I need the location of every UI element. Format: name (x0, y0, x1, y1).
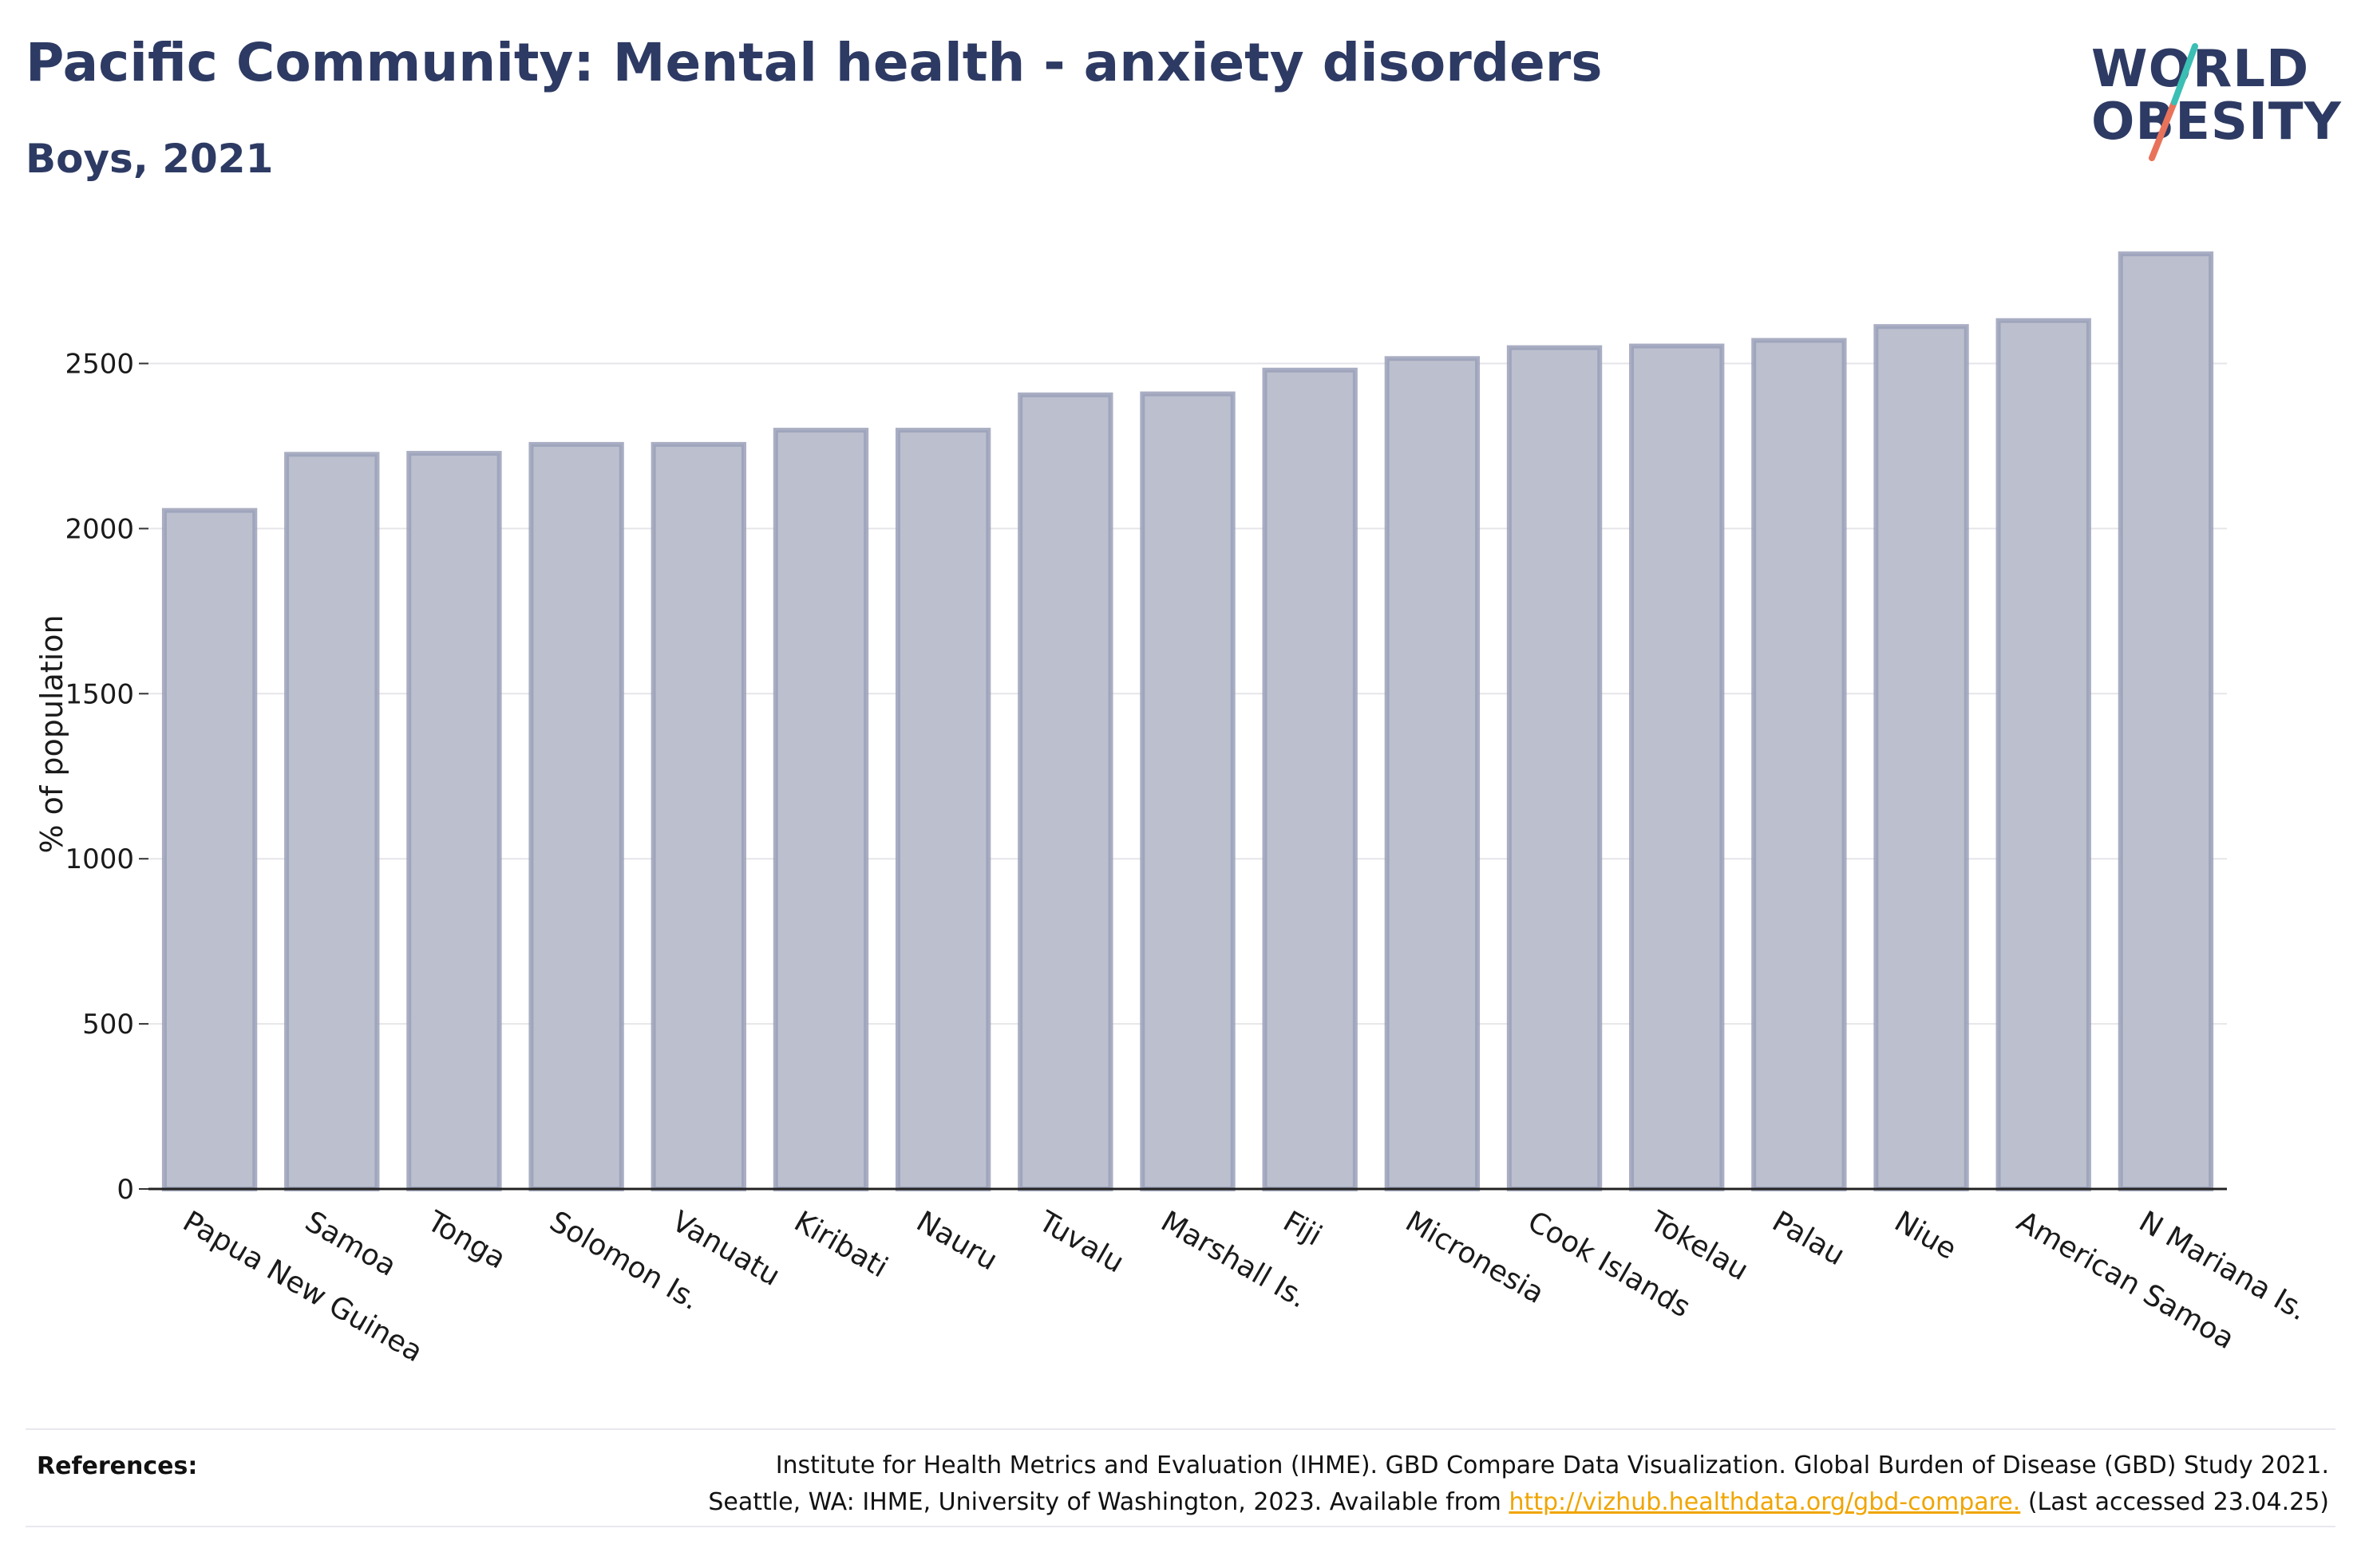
y-tick-label: 500 (82, 1009, 134, 1041)
page-title: Pacific Community: Mental health - anxie… (26, 32, 1603, 93)
bar (1995, 318, 2091, 1192)
x-tick-label: Niue (1889, 1205, 1962, 1266)
footer-divider-top (26, 1428, 2335, 1430)
reference-line-2-prefix: Seattle, WA: IHME, University of Washing… (708, 1488, 1509, 1516)
x-tick-label: Samoa (299, 1205, 401, 1283)
references-label: References: (37, 1452, 198, 1480)
x-tick-label: American Samoa (2011, 1205, 2240, 1356)
bar (1262, 367, 1358, 1191)
logo-slash-icon (2149, 43, 2198, 161)
bar (2118, 251, 2214, 1191)
y-tick-label: 2000 (65, 513, 134, 545)
bar (406, 451, 502, 1191)
x-tick-label: Kiribati (789, 1205, 893, 1284)
references-text: Institute for Health Metrics and Evaluat… (493, 1448, 2329, 1521)
y-axis-label: % of population (34, 614, 69, 853)
reference-line-2: Seattle, WA: IHME, University of Washing… (493, 1484, 2329, 1521)
world-obesity-logo: WORLD OBESITY (2075, 22, 2347, 166)
bar (1018, 392, 1113, 1191)
x-tick-label: Tonga (421, 1205, 512, 1276)
logo-text-obesity: OBESITY (2091, 93, 2342, 152)
x-tick-label: Fiji (1278, 1205, 1327, 1253)
bar (1140, 391, 1236, 1192)
bar (1506, 345, 1603, 1192)
bar (1384, 356, 1481, 1192)
bar (528, 441, 624, 1191)
y-tick-label: 1000 (65, 843, 134, 875)
y-tick-label: 2500 (65, 349, 134, 381)
bar (1629, 343, 1725, 1192)
y-tick-label: 1500 (65, 678, 134, 710)
bar (1751, 338, 1847, 1191)
bar (284, 452, 380, 1191)
x-tick-label: Tuvalu (1032, 1205, 1129, 1280)
footer-divider-bottom (26, 1526, 2335, 1527)
reference-line-2-suffix: (Last accessed 23.04.25) (2020, 1488, 2329, 1516)
bar (895, 428, 991, 1191)
x-tick-label: Micronesia (1400, 1205, 1549, 1310)
bar (773, 428, 869, 1191)
x-tick-label: Palau (1766, 1205, 1850, 1272)
bar (651, 441, 746, 1191)
x-tick-label: Nauru (911, 1205, 1003, 1277)
bar (1873, 324, 1969, 1192)
page-subtitle: Boys, 2021 (26, 136, 274, 182)
logo-text-world: WORLD (2091, 40, 2310, 99)
y-tick-label: 0 (117, 1174, 134, 1206)
reference-link[interactable]: http://vizhub.healthdata.org/gbd-compare… (1509, 1488, 2021, 1516)
bar (161, 508, 258, 1191)
reference-line-1: Institute for Health Metrics and Evaluat… (775, 1451, 2329, 1479)
